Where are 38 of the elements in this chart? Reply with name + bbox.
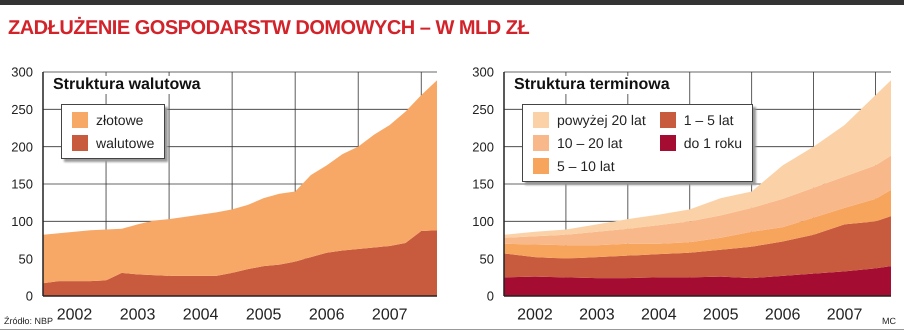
x-tick-label: 2003: [579, 306, 615, 324]
legend-label: 5 – 10 lat: [557, 158, 615, 174]
y-tick-label: 0: [486, 288, 494, 304]
y-tick-label: 250: [11, 102, 33, 117]
chart-title: ZADŁUŻENIE GOSPODARSTW DOMOWYCH – W MLD ZŁ: [8, 17, 530, 39]
legend-label: powyżej 20 lat: [557, 112, 646, 128]
y-tick-label: 150: [11, 176, 33, 192]
y-tick-label: 300: [472, 64, 494, 80]
x-tick-label: 2005: [702, 306, 739, 324]
x-tick-label: 2006: [308, 306, 345, 324]
x-tick-label: 2002: [517, 306, 553, 324]
legend-label: złotowe: [96, 112, 144, 128]
chart-subtitle: Struktura walutowa: [53, 76, 201, 93]
x-tick-label: 2004: [641, 306, 677, 324]
text: Źródło: NBP: [4, 316, 54, 326]
y-tick-label: 300: [11, 64, 33, 80]
y-tick-label: 100: [11, 214, 33, 229]
x-tick-label: 2005: [246, 306, 282, 324]
legend-label: 10 – 20 lat: [557, 135, 622, 151]
y-tick-label: 50: [480, 251, 494, 266]
x-tick-label: 2007: [372, 306, 408, 324]
chart-subtitle: Struktura terminowa: [514, 76, 670, 93]
x-tick-label: 2004: [182, 306, 218, 324]
y-tick-label: 200: [11, 139, 33, 154]
y-tick-label: 250: [472, 102, 494, 117]
x-tick-label: 2002: [56, 306, 92, 324]
legend-label: walutowe: [96, 135, 154, 151]
x-tick-label: 2006: [764, 306, 801, 324]
y-tick-label: 0: [26, 288, 33, 304]
legend-label: 1 – 5 lat: [684, 112, 734, 128]
x-tick-label: 2007: [826, 306, 862, 324]
x-tick-label: 2003: [120, 306, 156, 324]
text: MC: [882, 316, 896, 326]
y-tick-label: 200: [472, 139, 494, 154]
y-tick-label: 100: [472, 214, 494, 229]
y-tick-label: 50: [18, 251, 33, 266]
y-tick-label: 150: [472, 176, 494, 192]
legend-label: do 1 roku: [684, 135, 742, 151]
